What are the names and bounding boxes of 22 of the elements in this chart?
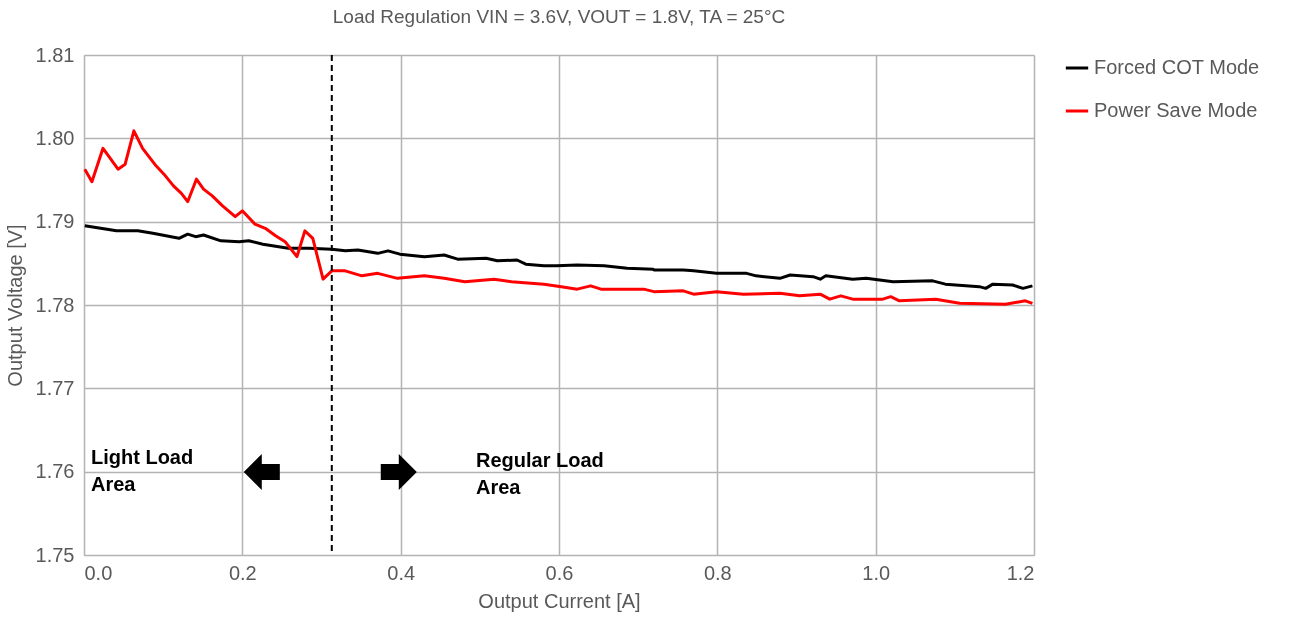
line-series — [83, 129, 1034, 306]
y-axis-title: Output Voltage [V] — [3, 224, 26, 387]
annotation: Light Load Area — [91, 446, 194, 495]
chart-title: Load Regulation VIN = 3.6V, VOUT = 1.8V, TA = 25°C — [332, 6, 786, 27]
y-tick-label: 1.76 — [35, 460, 75, 483]
legend-label: Forced COT Mode — [1094, 56, 1260, 78]
y-tick-label: 1.78 — [35, 293, 75, 316]
x-axis-title: Output Current [A] — [478, 589, 641, 612]
x-tick-label: 0.6 — [545, 561, 574, 584]
annotation: Regular Load Area — [476, 449, 604, 498]
y-tick-label: 1.80 — [35, 126, 75, 149]
x-tick-label: 1.2 — [1006, 561, 1035, 584]
y-tick-label: 1.77 — [35, 376, 75, 399]
y-tick-label: 1.75 — [35, 543, 75, 566]
x-tick-label: 1.0 — [862, 561, 891, 584]
y-tick-label: 1.79 — [35, 210, 75, 233]
y-tick-label: 1.81 — [35, 43, 75, 66]
x-tick-label: 0.0 — [84, 561, 113, 584]
x-tick-label: 0.2 — [228, 561, 257, 584]
x-tick-label: 0.4 — [387, 561, 416, 584]
x-tick-label: 0.8 — [703, 561, 732, 584]
legend-label: Power Save Mode — [1094, 99, 1258, 121]
